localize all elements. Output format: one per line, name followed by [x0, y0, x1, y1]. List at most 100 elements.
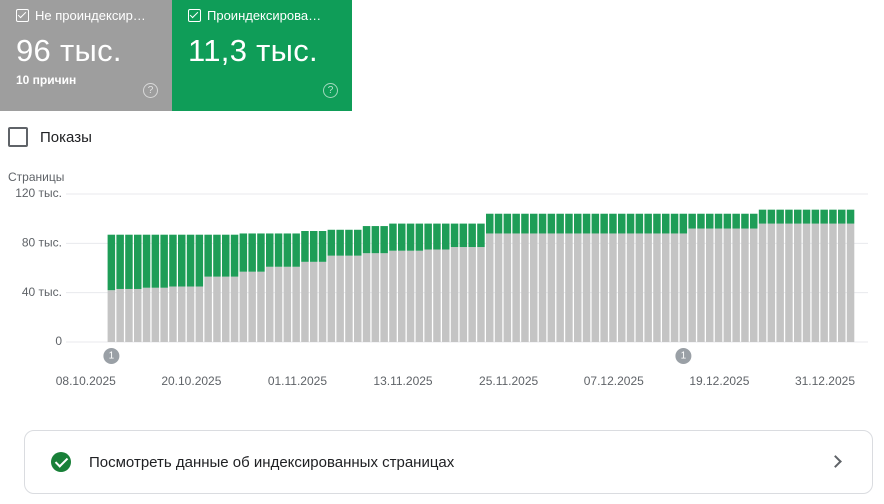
bar-segment	[107, 290, 116, 342]
chart: Страницы 0 40 тыс. 80 тыс. 120 тыс. 08.10.20…	[8, 170, 868, 388]
bar-segment	[160, 234, 168, 288]
x-tick-label: 01.11.2025	[268, 374, 327, 388]
card-title: Не проиндексир…	[35, 8, 146, 23]
x-tick-label: 25.11.2025	[479, 374, 538, 388]
bar-segment	[565, 233, 573, 342]
bar-segment	[186, 234, 195, 287]
bar-segment	[670, 233, 679, 342]
not-indexed-card[interactable]: Не проиндексир… 96 тыс. 10 причин ?	[0, 0, 172, 111]
bar-segment	[538, 213, 547, 234]
bar-segment	[811, 209, 820, 224]
bar-segment	[644, 213, 652, 234]
y-tick-label: 120 тыс.	[15, 186, 62, 200]
bar-segment	[415, 223, 424, 251]
bar-segment	[662, 213, 670, 234]
bar-segment	[354, 255, 362, 342]
bar-segment	[292, 266, 300, 342]
bar-segment	[776, 223, 784, 342]
checkbox[interactable]	[8, 127, 28, 147]
bar-segment	[389, 223, 397, 251]
bar-segment	[802, 223, 811, 342]
bar-segment	[134, 288, 142, 342]
bar-segment	[459, 247, 468, 342]
bar-segment	[512, 233, 520, 342]
bar-segment	[354, 229, 362, 256]
bar-segment	[732, 228, 740, 342]
bar-segment	[239, 271, 248, 342]
bar-segment	[530, 213, 538, 234]
impressions-toggle[interactable]: Показы	[8, 127, 92, 147]
annotation-marker[interactable]	[675, 348, 692, 364]
bar-segment	[556, 233, 564, 342]
bar-segment	[230, 234, 239, 277]
annotation-marker[interactable]	[103, 348, 120, 364]
bar-segment	[318, 231, 327, 262]
bar-segment	[380, 226, 388, 254]
bar-segment	[609, 213, 617, 234]
x-tick-label: 13.11.2025	[373, 374, 432, 388]
bar-segment	[530, 233, 538, 342]
card-note: 10 причин	[16, 73, 77, 87]
bar-segment	[626, 213, 635, 234]
bar-segment	[503, 213, 512, 234]
x-tick-label: 07.12.2025	[584, 374, 644, 388]
help-icon[interactable]: ?	[143, 83, 158, 98]
x-tick-label: 19.12.2025	[689, 374, 749, 388]
bar-segment	[494, 233, 503, 342]
card-total: 11,3 тыс.	[188, 33, 318, 68]
bar-segment	[512, 213, 520, 234]
bar-segment	[301, 261, 309, 342]
bar-segment	[213, 234, 221, 277]
bar-segment	[679, 233, 688, 342]
bar-segment	[442, 249, 450, 342]
bar-segment	[688, 213, 696, 229]
bar-segment	[706, 228, 714, 342]
bar-segment	[653, 213, 661, 234]
link-text: Посмотреть данные об индексированных стр…	[89, 453, 455, 471]
bar-segment	[371, 253, 380, 342]
bar-segment	[415, 250, 424, 342]
bar-segment	[574, 213, 582, 234]
help-icon[interactable]: ?	[323, 83, 338, 98]
bar-segment	[758, 223, 767, 342]
bar-segment	[345, 229, 353, 256]
checkbox[interactable]	[16, 9, 29, 22]
bar-segment	[380, 253, 388, 342]
bar-segment	[283, 266, 292, 342]
bar-segment	[750, 228, 758, 342]
bar-segment	[776, 209, 784, 224]
bar-segment	[503, 233, 512, 342]
bar-segment	[406, 223, 415, 251]
bar-segment	[274, 266, 283, 342]
bar-segment	[732, 213, 740, 229]
bar-segment	[829, 223, 837, 342]
y-tick-label: 0	[55, 334, 62, 348]
indexed-pages-link[interactable]: Посмотреть данные об индексированных стр…	[24, 430, 873, 494]
bar-segment	[486, 213, 494, 234]
bar-segment	[785, 223, 793, 342]
bar-segment	[688, 228, 696, 342]
bar-segment	[670, 213, 679, 234]
bar-segment	[662, 233, 670, 342]
bar-segment	[477, 223, 485, 248]
check-icon	[51, 452, 71, 472]
bar-segment	[767, 209, 776, 224]
bar-segment	[160, 287, 168, 342]
annotation-label: 1	[109, 351, 115, 362]
bar-segment	[450, 223, 459, 248]
y-tick-label: 40 тыс.	[22, 285, 62, 299]
bar-segment	[635, 213, 644, 234]
bar-segment	[838, 209, 846, 224]
bar-segment	[362, 226, 371, 254]
bar-segment	[750, 213, 758, 229]
bar-segment	[274, 233, 283, 267]
bar-segment	[582, 213, 591, 234]
indexed-card[interactable]: Проиндексирова… 11,3 тыс. ?	[172, 0, 352, 111]
bar-segment	[802, 209, 811, 224]
checkbox[interactable]	[188, 9, 201, 22]
bar-segment	[785, 209, 793, 224]
bar-segment	[222, 234, 230, 277]
bar-segment	[134, 234, 142, 289]
bar-segment	[151, 287, 160, 342]
bar-segment	[521, 233, 529, 342]
